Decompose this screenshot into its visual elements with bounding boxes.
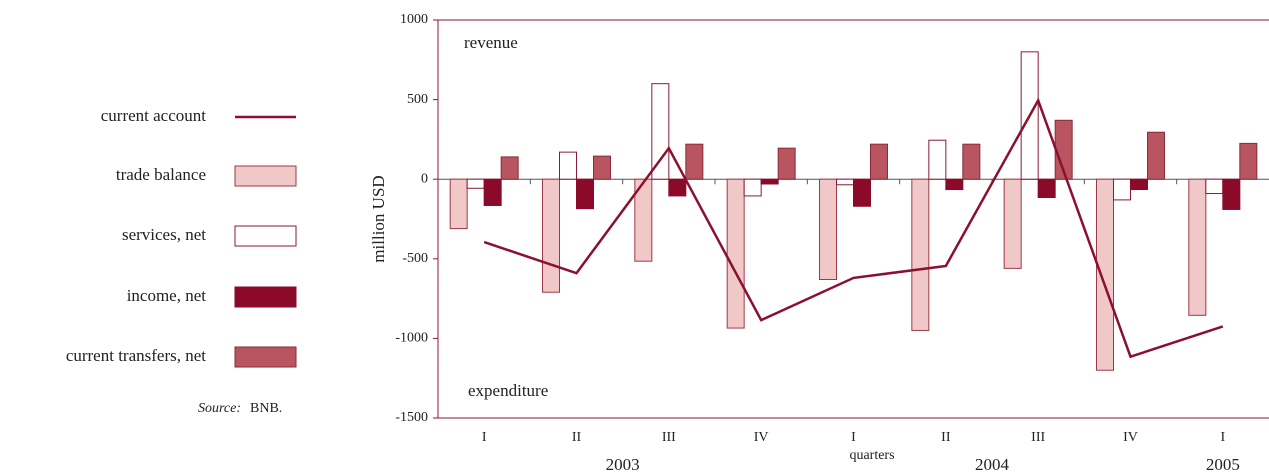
legend-swatch <box>234 225 297 247</box>
x-tick-label: III <box>662 430 676 445</box>
legend-label: services, net <box>122 225 206 244</box>
bar <box>945 178 964 191</box>
x-tick-label: III <box>1031 430 1045 445</box>
bar <box>483 178 502 206</box>
legend-swatch <box>234 286 297 308</box>
current-account-line <box>483 97 1224 359</box>
bar <box>928 139 947 180</box>
legend-label: current transfers, net <box>66 346 206 365</box>
bar <box>1113 178 1131 201</box>
bar <box>500 156 519 180</box>
bar <box>1205 178 1224 195</box>
bar <box>962 143 981 180</box>
bar <box>466 178 485 189</box>
bar <box>685 143 704 180</box>
bar <box>870 143 888 180</box>
bar <box>559 151 577 180</box>
x-tick-label: I <box>482 430 487 445</box>
bar <box>853 178 871 207</box>
year-label: 2003 <box>606 455 640 474</box>
bar <box>760 178 779 185</box>
y-tick-label: 500 <box>407 92 428 107</box>
x-tick-label: II <box>572 430 582 445</box>
y-axis-label: million USD <box>369 175 388 262</box>
bar <box>542 178 560 293</box>
year-label: 2005 <box>1206 455 1240 474</box>
legend-label: income, net <box>127 286 207 305</box>
bar <box>1130 178 1148 191</box>
x-tick-label: I <box>851 430 856 445</box>
bar <box>593 155 611 180</box>
source: BNB. <box>250 401 282 416</box>
bar <box>743 178 762 197</box>
bar <box>576 178 594 210</box>
bar <box>449 178 468 230</box>
bar <box>1222 178 1241 210</box>
bar <box>668 178 687 197</box>
legend-label: trade balance <box>116 165 206 184</box>
y-tick-label: 0 <box>421 171 428 186</box>
bar <box>836 178 854 186</box>
bar <box>634 178 653 262</box>
y-tick-label: -1500 <box>395 410 428 425</box>
bar <box>777 147 796 180</box>
annotation: expenditure <box>468 381 548 400</box>
legend-swatch <box>234 165 297 187</box>
y-tick-label: -1000 <box>395 331 428 346</box>
legend-label: current account <box>101 106 207 125</box>
x-tick-label: II <box>941 430 951 445</box>
bar <box>1147 131 1165 180</box>
bar <box>1239 142 1258 180</box>
x-axis-label: quarters <box>849 448 894 463</box>
bar <box>1188 178 1207 316</box>
source-label: Source: <box>198 401 241 416</box>
legend-swatch <box>234 346 297 368</box>
annotation: revenue <box>464 33 518 52</box>
x-tick-label: I <box>1220 430 1225 445</box>
y-tick-label: 1000 <box>400 12 428 27</box>
y-tick-label: -500 <box>402 251 428 266</box>
bar <box>1037 178 1056 199</box>
bar <box>911 178 930 331</box>
x-tick-label: IV <box>754 430 769 445</box>
bar <box>651 83 670 180</box>
bar <box>819 178 837 280</box>
bar <box>1096 178 1114 371</box>
x-tick-label: IV <box>1123 430 1138 445</box>
bar <box>726 178 745 329</box>
bar <box>1003 178 1022 269</box>
year-label: 2004 <box>975 455 1010 474</box>
